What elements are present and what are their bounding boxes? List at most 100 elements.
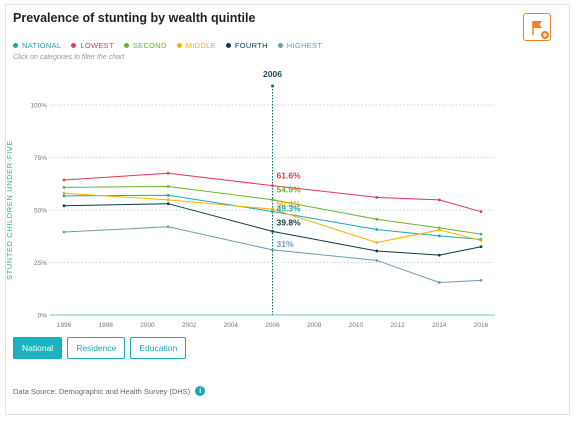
data-point (479, 232, 483, 236)
tab-residence[interactable]: Residence (67, 337, 126, 359)
x-tick-label: 2004 (224, 322, 239, 329)
legend-dot (71, 43, 77, 48)
data-point (375, 217, 379, 221)
data-point (62, 194, 66, 198)
series-national (62, 193, 483, 241)
data-point (271, 248, 274, 252)
data-point (479, 239, 483, 242)
series-highest (62, 225, 483, 284)
series-line (63, 192, 482, 244)
y-tick-label: 100% (30, 103, 47, 110)
y-tick-label: 75% (34, 155, 47, 162)
data-point (437, 226, 441, 230)
chart-title: Prevalence of stunting by wealth quintil… (13, 11, 256, 25)
series-middle (62, 191, 483, 244)
legend-item-highest[interactable]: HIGHEST (277, 41, 323, 50)
data-point (479, 245, 483, 249)
data-point (437, 234, 441, 238)
legend-dot (176, 43, 182, 48)
highlight-top-point (271, 84, 274, 88)
legend-label: FOURTH (234, 41, 268, 50)
legend-item-middle[interactable]: MIDDLE (176, 41, 216, 50)
legend-item-fourth[interactable]: FOURTH (225, 41, 268, 50)
data-point (375, 259, 379, 262)
data-point (437, 198, 441, 202)
data-point (375, 241, 379, 244)
series-fourth (62, 202, 483, 257)
x-tick-label: 2006 (265, 322, 280, 329)
legend-label: NATIONAL (22, 41, 62, 50)
y-tick-label: 0% (38, 313, 48, 320)
legend-label: MIDDLE (185, 41, 216, 50)
flag-icon (532, 21, 549, 39)
data-point (62, 185, 66, 189)
legend-label: HIGHEST (286, 41, 323, 50)
data-point (479, 278, 483, 282)
highlight-value-label: 50.4% (277, 199, 302, 209)
category-tabs: National Residence Education (13, 337, 187, 359)
data-point (375, 249, 379, 253)
data-point (62, 204, 66, 208)
data-point (271, 198, 274, 202)
x-tick-label: 2014 (432, 322, 447, 329)
info-icon[interactable]: i (195, 386, 206, 396)
legend-item-national[interactable]: NATIONAL (13, 41, 61, 50)
legend-label: LOWEST (80, 41, 114, 50)
data-point (271, 207, 274, 211)
x-tick-label: 1998 (98, 322, 113, 329)
data-point (437, 281, 441, 284)
data-point (166, 193, 170, 197)
data-point (271, 184, 274, 188)
flag-button[interactable] (523, 13, 551, 41)
data-source: Data Source: Demographic and Health Surv… (13, 386, 206, 396)
data-point (271, 230, 274, 233)
highlight-value-label: 54.9% (277, 185, 302, 195)
y-tick-label: 50% (34, 208, 47, 215)
series-second (62, 185, 483, 236)
series-line (63, 226, 482, 283)
legend-item-second[interactable]: SECOND (123, 41, 167, 50)
tab-national[interactable]: National (13, 337, 63, 359)
data-point (479, 210, 483, 214)
data-source-text: Data Source: Demographic and Health Surv… (13, 386, 191, 396)
tab-education[interactable]: Education (130, 337, 187, 359)
legend-dot (13, 43, 18, 48)
data-point (375, 228, 379, 231)
series-line (63, 185, 482, 235)
legend: NATIONAL LOWEST SECOND MIDDLE FOURTH HIGHEST (13, 41, 322, 50)
x-tick-label: 1996 (57, 322, 72, 329)
data-point (166, 185, 170, 188)
highlight-value-label: 49.3% (277, 203, 302, 213)
legend-dot (123, 43, 129, 48)
y-tick-label: 25% (34, 260, 47, 267)
data-point (437, 253, 441, 257)
data-point (166, 198, 170, 202)
data-point (166, 202, 170, 206)
data-point (375, 196, 379, 199)
legend-dot (225, 43, 231, 48)
data-point (62, 191, 66, 195)
data-point (62, 230, 66, 234)
x-tick-label: 2002 (182, 322, 197, 329)
x-tick-label: 2016 (474, 322, 489, 329)
series-line (63, 203, 482, 256)
data-point (437, 228, 441, 232)
highlight-value-label: 61.6% (277, 171, 302, 181)
data-point (271, 210, 274, 213)
data-point (166, 171, 170, 175)
filter-hint: Click on categories to filter the chart (13, 54, 125, 61)
legend-label: SECOND (132, 41, 167, 50)
series-line (63, 172, 482, 213)
highlight-value-label: 31% (277, 239, 294, 249)
data-point (62, 178, 66, 182)
data-point (166, 225, 170, 229)
series-line (63, 194, 482, 240)
highlight-year-label: 2006 (263, 69, 282, 79)
series-lowest (62, 171, 483, 214)
x-tick-label: 2000 (140, 322, 155, 329)
x-tick-label: 2010 (349, 322, 364, 329)
x-tick-label: 2008 (307, 322, 322, 329)
legend-item-lowest[interactable]: LOWEST (71, 41, 114, 50)
highlight-value-label: 39.8% (277, 217, 302, 227)
